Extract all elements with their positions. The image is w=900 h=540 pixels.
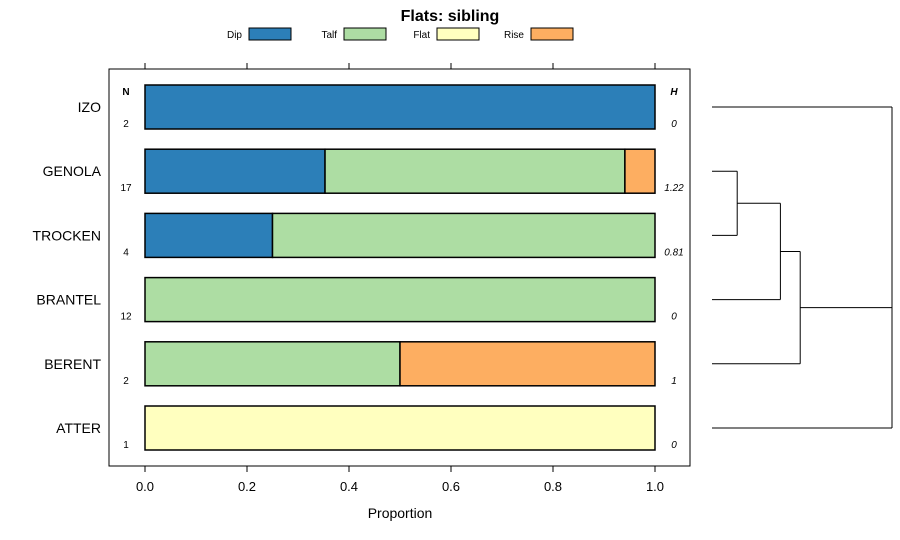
x-tick-label: 0.6 (442, 479, 460, 494)
row-h-value: 0.81 (664, 247, 683, 258)
legend: Dip Talf Flat Rise (227, 27, 574, 41)
row-label-brantel: BRANTEL (36, 292, 101, 308)
x-tick-label: 0.0 (136, 479, 154, 494)
row-label-atter: ATTER (56, 420, 101, 436)
n-column-header: N (122, 87, 129, 98)
row-h-value: 0 (671, 312, 677, 323)
bar-segment-dip (144, 212, 274, 259)
legend-swatch-dip (248, 27, 292, 41)
legend-label-talf: Talf (321, 30, 337, 41)
legend-swatch-flat (436, 27, 480, 41)
x-tick-label: 1.0 (646, 479, 664, 494)
row-label-trocken: TROCKEN (33, 227, 101, 243)
x-axis-label: Proportion (368, 505, 433, 521)
row-n-value: 12 (120, 312, 132, 323)
legend-swatch-rise (530, 27, 574, 41)
row-h-value: 1.22 (664, 183, 684, 194)
bar-segment-talf (144, 276, 656, 323)
row-n-value: 1 (123, 440, 129, 451)
row-label-izo: IZO (78, 99, 101, 115)
bar-segment-talf (144, 341, 401, 387)
bar-segment-dip (144, 84, 656, 130)
bar-segment-talf (271, 212, 656, 259)
row-n-value: 2 (123, 119, 129, 130)
row-h-value: 0 (671, 440, 677, 451)
x-tick-label: 0.2 (238, 479, 256, 494)
bar-segment-flat (144, 405, 656, 451)
row-h-value: 1 (671, 376, 677, 387)
legend-label-flat: Flat (413, 30, 430, 41)
x-tick-label: 0.4 (340, 479, 358, 494)
row-label-genola: GENOLA (43, 163, 102, 179)
bar-segment-dip (144, 148, 326, 194)
row-h-value: 0 (671, 119, 677, 130)
row-label-berent: BERENT (44, 356, 101, 372)
bar-segment-rise (624, 148, 656, 194)
dendrogram (712, 106, 893, 429)
row-n-value: 4 (123, 247, 129, 258)
axes: 0.0 0.2 0.4 0.6 0.8 1.0 (136, 63, 664, 494)
legend-label-rise: Rise (504, 30, 524, 41)
h-column-header: H (670, 87, 678, 98)
bar-segment-rise (399, 341, 656, 387)
legend-swatch-talf (343, 27, 387, 41)
legend-label-dip: Dip (227, 30, 242, 41)
row-n-value: 17 (120, 183, 132, 194)
bar-segment-talf (324, 148, 626, 194)
chart-title: Flats: sibling (401, 8, 500, 25)
row-n-value: 2 (123, 376, 129, 387)
x-tick-label: 0.8 (544, 479, 562, 494)
plot-frame (108, 68, 691, 467)
